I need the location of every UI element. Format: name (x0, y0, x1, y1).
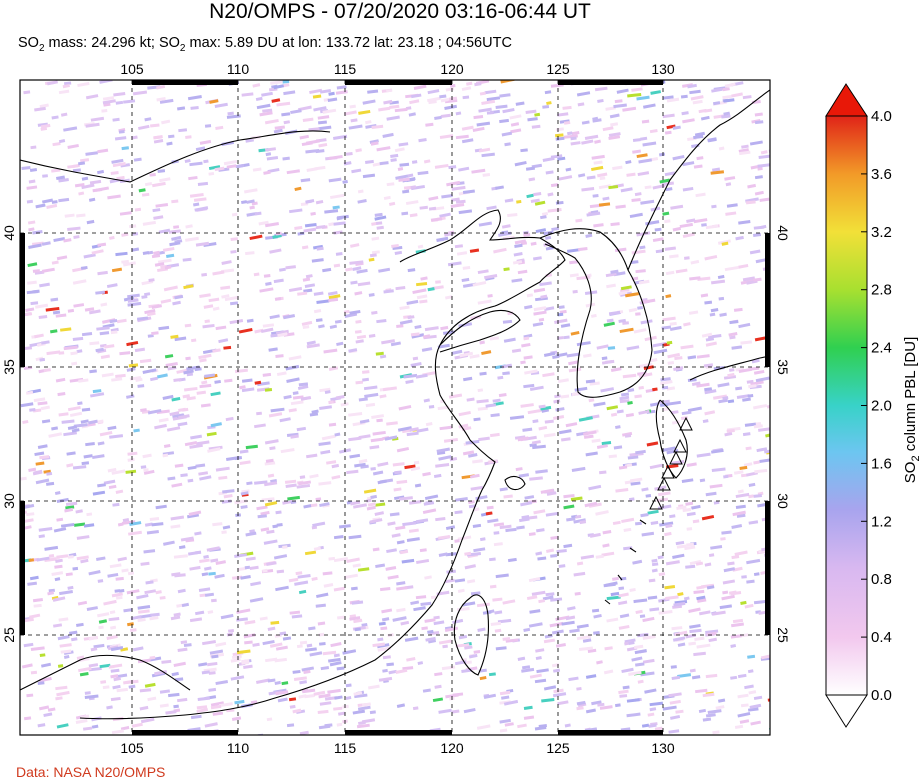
colorbar-ticks: 0.0 0.4 0.8 1.2 1.6 2.0 2.4 2.8 3.2 3.6 4.0 (861, 108, 892, 704)
colorbar-tick-label: 3.2 (871, 224, 892, 241)
colorbar-tick-label: 1.6 (871, 455, 892, 472)
lon-label: 120 (440, 61, 464, 77)
data-credit: Data: NASA N20/OMPS (16, 764, 166, 780)
colorbar-tick-label: 3.6 (871, 166, 892, 183)
lon-label: 125 (546, 740, 570, 756)
volcano-icon (661, 464, 675, 479)
colorbar-gradient (825, 115, 868, 696)
lon-label: 105 (120, 61, 144, 77)
far-east-coast (627, 89, 770, 271)
lon-label: 115 (334, 740, 357, 756)
lake-taihu (504, 475, 526, 491)
lat-label: 35 (1, 359, 17, 375)
colorbar-tick-label: 0.0 (871, 687, 892, 704)
lat-label: 30 (775, 493, 791, 509)
volcano-icon (657, 476, 671, 491)
lon-label: 110 (227, 61, 250, 77)
taiwan-coast (453, 594, 489, 676)
lon-label: 130 (651, 61, 675, 77)
lon-label: 105 (120, 740, 144, 756)
lat-label: 30 (1, 493, 17, 509)
lat-labels-left: 25 30 35 40 (1, 225, 17, 643)
lon-label: 110 (227, 740, 250, 756)
graticule (20, 80, 770, 735)
so2-summary: SO2 mass: 24.296 kt; SO2 max: 5.89 DU at… (18, 35, 512, 54)
lat-label: 40 (775, 225, 791, 241)
south-border (20, 654, 191, 691)
lat-labels-right: 25 30 35 40 (775, 225, 791, 643)
lat-label: 25 (1, 627, 17, 643)
colorbar-tick-label: 0.4 (871, 629, 892, 646)
china-coast (79, 209, 566, 720)
lon-label: 125 (546, 61, 570, 77)
volcano-icon (673, 438, 687, 453)
colorbar-max-arrow (825, 83, 868, 117)
colorbar-tick-label: 2.0 (871, 398, 892, 415)
lon-label: 115 (334, 61, 357, 77)
map-title: N20/OMPS - 07/20/2020 03:16-06:44 UT (209, 0, 591, 23)
korea-coast (539, 228, 653, 398)
colorbar: 0.0 0.4 0.8 1.2 1.6 2.0 2.4 2.8 3.2 3.6 4.0 SO2 co… (825, 83, 922, 728)
map-frame (19, 79, 771, 736)
colorbar-tick-label: 2.8 (871, 282, 892, 299)
colorbar-tick-label: 1.2 (871, 513, 892, 530)
colorbar-tick-label: 0.8 (871, 571, 892, 588)
volcano-icon (649, 495, 663, 510)
colorbar-min-arrow (825, 694, 868, 728)
lon-label: 130 (651, 740, 675, 756)
lon-labels-top: 105 110 115 120 125 130 (120, 61, 675, 77)
lon-label: 120 (440, 740, 464, 756)
lat-label: 25 (775, 627, 791, 643)
colorbar-tick-label: 4.0 (871, 108, 892, 125)
shandong-coast (439, 309, 521, 353)
volcano-icon (669, 450, 683, 465)
colorbar-tick-label: 2.4 (871, 340, 892, 357)
lon-labels-bottom: 105 110 115 120 125 130 (120, 740, 675, 756)
volcano-markers (649, 416, 693, 510)
lat-label: 40 (1, 225, 17, 241)
lat-label: 35 (775, 359, 791, 375)
ryukyu-islands (604, 519, 647, 605)
volcano-icon (679, 416, 693, 431)
border-line-north (20, 130, 331, 183)
colorbar-label: SO2 column PBL [DU] (902, 337, 922, 483)
